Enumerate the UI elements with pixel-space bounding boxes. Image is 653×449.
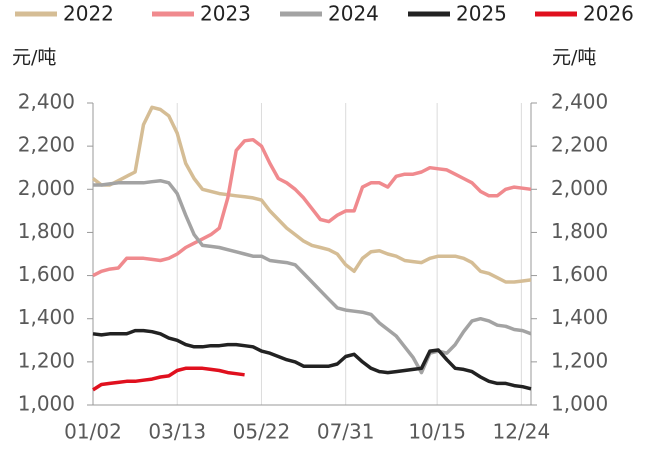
x-tick-label: 12/24 (493, 420, 551, 444)
y-unit-right: 元/吨 (552, 47, 596, 69)
y-tick-label: 1,800 (18, 219, 75, 243)
y-tick-label: 2,000 (18, 176, 75, 200)
x-tick-label: 10/15 (408, 420, 466, 444)
y2-tick-label: 1,800 (551, 219, 608, 243)
legend-label: 2022 (63, 2, 114, 26)
y2-tick-label: 2,200 (551, 133, 608, 157)
y2-tick-label: 1,600 (551, 262, 608, 286)
x-tick-label: 01/02 (64, 420, 122, 444)
series-line (92, 137, 532, 278)
x-tick-label: 07/31 (317, 420, 375, 444)
legend-label: 2023 (200, 2, 251, 26)
y2-tick-label: 1,400 (551, 305, 608, 329)
y-tick-label: 1,400 (18, 305, 75, 329)
y-tick-label: 1,600 (18, 262, 75, 286)
x-tick-label: 05/22 (233, 420, 291, 444)
y-unit-left: 元/吨 (12, 47, 56, 69)
y-tick-label: 1,000 (18, 392, 75, 416)
y-tick-label: 2,400 (18, 90, 75, 114)
series-line (91, 105, 532, 284)
series-line (92, 328, 532, 391)
series-line (93, 178, 532, 375)
y2-tick-label: 2,000 (551, 176, 608, 200)
y2-tick-label: 1,200 (551, 348, 608, 372)
legend-label: 2026 (583, 2, 634, 26)
x-tick-label: 03/13 (148, 420, 206, 444)
y-tick-label: 1,200 (18, 348, 75, 372)
legend-label: 2024 (328, 2, 379, 26)
y2-tick-label: 1,000 (551, 392, 608, 416)
series-line (92, 366, 245, 392)
y-tick-label: 2,200 (18, 133, 75, 157)
legend-label: 2025 (456, 2, 507, 26)
y2-tick-label: 2,400 (551, 90, 608, 114)
